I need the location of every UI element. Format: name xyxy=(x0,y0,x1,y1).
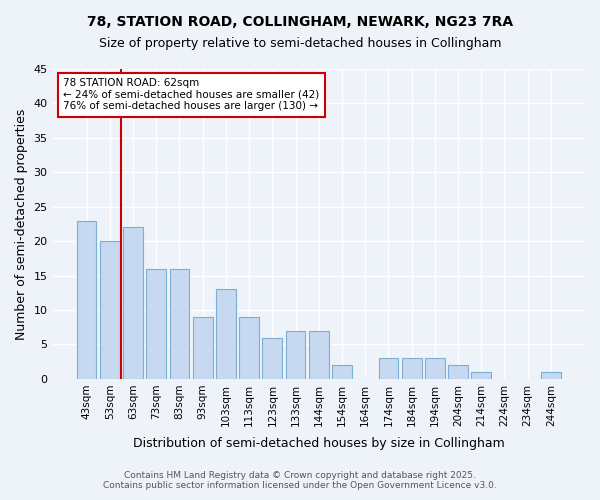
Text: 78 STATION ROAD: 62sqm
← 24% of semi-detached houses are smaller (42)
76% of sem: 78 STATION ROAD: 62sqm ← 24% of semi-det… xyxy=(63,78,319,112)
Text: Size of property relative to semi-detached houses in Collingham: Size of property relative to semi-detach… xyxy=(99,38,501,51)
Bar xyxy=(379,358,398,379)
Text: 78, STATION ROAD, COLLINGHAM, NEWARK, NG23 7RA: 78, STATION ROAD, COLLINGHAM, NEWARK, NG… xyxy=(87,15,513,29)
Bar xyxy=(100,241,119,379)
Bar xyxy=(146,268,166,379)
Bar xyxy=(448,365,468,379)
Bar xyxy=(286,330,305,379)
Bar xyxy=(77,220,97,379)
Y-axis label: Number of semi-detached properties: Number of semi-detached properties xyxy=(15,108,28,340)
Bar xyxy=(170,268,190,379)
Bar xyxy=(541,372,561,379)
Bar xyxy=(402,358,422,379)
Bar xyxy=(309,330,329,379)
Bar xyxy=(123,228,143,379)
Bar xyxy=(425,358,445,379)
X-axis label: Distribution of semi-detached houses by size in Collingham: Distribution of semi-detached houses by … xyxy=(133,437,505,450)
Bar xyxy=(332,365,352,379)
Bar xyxy=(239,317,259,379)
Bar xyxy=(216,290,236,379)
Bar xyxy=(262,338,282,379)
Bar xyxy=(472,372,491,379)
Bar xyxy=(193,317,212,379)
Text: Contains HM Land Registry data © Crown copyright and database right 2025.
Contai: Contains HM Land Registry data © Crown c… xyxy=(103,470,497,490)
